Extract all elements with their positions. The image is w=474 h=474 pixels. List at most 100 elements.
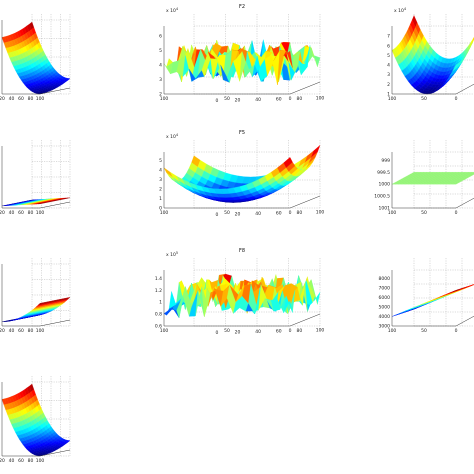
- y-tick-label: 60: [276, 97, 282, 103]
- z-exponent-label: x 104: [166, 7, 179, 14]
- x-tick-label: 40: [9, 96, 15, 102]
- x-tick-label: 60: [18, 210, 24, 216]
- z-tick-label: 1001: [379, 206, 391, 212]
- x-tick-label: 60: [18, 328, 24, 334]
- z-tick-label: 5: [159, 48, 162, 54]
- y-tick-label: 80: [297, 210, 303, 216]
- x-tick-label: 50: [421, 328, 427, 334]
- y-tick-label: 80: [297, 328, 303, 334]
- x-tick-label: 100: [160, 328, 169, 334]
- z-tick-label: 4: [159, 63, 162, 69]
- surface-cell: [452, 63, 459, 72]
- z-tick-label: 1.4: [155, 276, 162, 282]
- x-tick-label: 100: [36, 96, 45, 102]
- z-tick-label: 1: [159, 196, 162, 202]
- z-tick-label: 3: [387, 72, 390, 78]
- panel-title: F8: [239, 248, 245, 254]
- y-tick-label: 0: [215, 330, 218, 336]
- x-tick-label: 100: [160, 96, 169, 102]
- z-tick-label: 5: [387, 53, 390, 59]
- surface-cell: [452, 289, 458, 292]
- y-tick-label: 100: [316, 328, 325, 334]
- x-tick-label: 60: [18, 96, 24, 102]
- z-tick-label: 4: [159, 167, 162, 173]
- x-tick-label: 50: [224, 210, 230, 216]
- axis-base: [2, 87, 71, 95]
- z-tick-label: 6: [159, 34, 162, 40]
- surface-panel-8: 0.6 0.8 1 1.2 1.4 100 50 0 0 20 40 60 80 100 x 105 F8: [155, 248, 325, 336]
- x-tick-label: 40: [9, 210, 15, 216]
- z-tick-label: 2: [159, 186, 162, 192]
- surface-panel-1: 20 40 60 80 100: [0, 14, 71, 102]
- x-tick-label: 40: [9, 458, 15, 464]
- x-tick-label: 50: [421, 96, 427, 102]
- y-tick-label: 0: [215, 98, 218, 104]
- axis-base: [2, 449, 71, 457]
- x-tick-label: 80: [28, 458, 34, 464]
- z-tick-label: 3: [159, 77, 162, 83]
- axis-base: [164, 313, 321, 327]
- z-tick-label: 4: [387, 63, 390, 69]
- y-tick-label: 20: [235, 330, 241, 336]
- x-tick-label: 20: [0, 328, 5, 334]
- y-tick-label: 20: [235, 98, 241, 104]
- z-tick-label: 7000: [379, 285, 391, 291]
- surface-cell: [452, 183, 459, 185]
- z-tick-label: 2: [159, 92, 162, 98]
- z-tick-label: 1: [387, 92, 390, 98]
- surface-cell: [38, 203, 43, 205]
- surface-panel-9: 3000 4000 5000 6000 7000 8000 100 50 0: [379, 258, 474, 334]
- z-tick-label: 7: [387, 34, 390, 40]
- x-tick-label: 40: [9, 328, 15, 334]
- x-tick-label: 80: [28, 96, 34, 102]
- surface-cell: [283, 157, 293, 168]
- x-tick-label: 0: [455, 328, 458, 334]
- axis-base: [392, 197, 474, 209]
- x-tick-label: 100: [388, 96, 397, 102]
- x-tick-label: 0: [455, 96, 458, 102]
- surface-panel-2: 2 3 4 5 6 100 50 0 0 20 40 60 80 100 x 104 F2: [159, 4, 324, 104]
- z-tick-label: 3000: [379, 324, 391, 330]
- x-tick-label: 0: [289, 96, 292, 102]
- y-tick-label: 0: [215, 212, 218, 218]
- surface-panel-5: 0 1 2 3 4 5 100 50 0 0 20 40 60 80 100 x 104 F5: [159, 130, 324, 218]
- x-tick-label: 80: [28, 210, 34, 216]
- x-tick-label: 50: [224, 96, 230, 102]
- surface-cell: [37, 302, 43, 306]
- x-tick-label: 20: [0, 210, 5, 216]
- x-tick-label: 20: [0, 458, 5, 464]
- z-tick-label: 2: [387, 82, 390, 88]
- panel-title: F5: [239, 130, 245, 136]
- x-tick-label: 0: [455, 210, 458, 216]
- surface-panel-3: 1 2 3 4 5 6 7 100 50 0 x 104: [387, 7, 474, 102]
- x-tick-label: 100: [388, 210, 397, 216]
- y-tick-label: 40: [255, 211, 261, 217]
- y-tick-label: 40: [255, 329, 261, 335]
- x-tick-label: 80: [28, 328, 34, 334]
- axis-base: [164, 81, 321, 95]
- panel-title: F2: [239, 4, 245, 10]
- x-tick-label: 100: [36, 458, 45, 464]
- z-tick-label: 3: [159, 177, 162, 183]
- z-tick-label: 0: [159, 206, 162, 212]
- z-tick-label: 5: [159, 158, 162, 164]
- z-tick-label: 1: [159, 300, 162, 306]
- axis-base: [392, 315, 474, 327]
- z-exponent-label: x 105: [166, 251, 178, 258]
- axis-base: [2, 201, 71, 209]
- surface-cell: [283, 50, 293, 68]
- y-tick-label: 40: [255, 97, 261, 103]
- x-tick-label: 20: [0, 96, 5, 102]
- z-tick-label: 999: [381, 158, 390, 164]
- z-tick-label: 4000: [379, 314, 391, 320]
- y-tick-label: 20: [235, 212, 241, 218]
- surface-cell: [311, 47, 321, 68]
- y-tick-label: 60: [276, 329, 282, 335]
- surface-panel-10: 20 40 60 80 100: [0, 376, 71, 464]
- axis-base: [392, 83, 474, 95]
- surface-cell: [283, 295, 293, 313]
- y-tick-label: 60: [276, 211, 282, 217]
- y-tick-label: 100: [316, 210, 325, 216]
- z-tick-label: 1000.5: [374, 194, 390, 200]
- z-exponent-label: x 104: [394, 7, 407, 14]
